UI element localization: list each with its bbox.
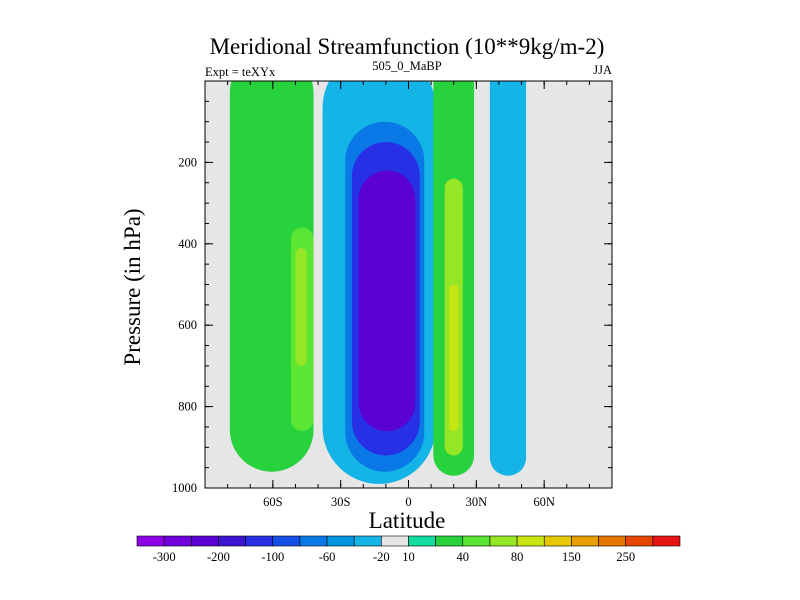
colorbar-swatch [381, 535, 409, 547]
colorbar: -300 -200 -100 -60 -20 10 40 80 150 250 [136, 535, 681, 564]
colorbar-swatch [625, 535, 654, 547]
chart-title: Meridional Streamfunction (10**9kg/m-2) [210, 34, 605, 59]
colorbar-swatch [489, 535, 518, 547]
x-tick-label: 0 [405, 495, 411, 509]
colorbar-swatch [543, 535, 572, 547]
colorbar-swatch [299, 535, 328, 547]
colorbar-label: -20 [373, 550, 390, 564]
colorbar-label: 10 [402, 550, 415, 564]
y-tick-label: 200 [178, 155, 197, 169]
colorbar-label: 250 [616, 550, 635, 564]
contour-southern-inner-core [295, 247, 307, 366]
colorbar-swatch [435, 535, 464, 547]
x-tick-label: 60N [533, 495, 555, 509]
x-tick-label: 30S [331, 495, 351, 509]
colorbar-swatch [516, 535, 545, 547]
season-label: JJA [593, 63, 612, 77]
colorbar-swatch [326, 535, 355, 547]
y-tick-label: 1000 [172, 481, 197, 495]
colorbar-swatch [163, 535, 192, 547]
colorbar-label: 80 [511, 550, 524, 564]
contour-northern-outer-cell [489, 81, 527, 476]
y-tick-label: 400 [178, 237, 197, 251]
colorbar-swatch [136, 535, 165, 547]
y-tick-label: 600 [178, 318, 197, 332]
colorbar-swatch [272, 535, 301, 547]
colorbar-swatch [353, 535, 382, 547]
colorbar-swatch [598, 535, 626, 547]
axes: 60S 30S 0 30N 60N 200 400 600 800 1000 [172, 80, 613, 509]
colorbar-swatch [571, 535, 599, 547]
x-tick-label: 60S [263, 495, 283, 509]
colorbar-swatch [462, 535, 491, 547]
colorbar-label: -200 [207, 550, 230, 564]
plot-area [205, 81, 612, 488]
colorbar-label: -60 [319, 550, 336, 564]
y-axis-label: Pressure (in hPa) [120, 208, 145, 365]
colorbar-label: 150 [562, 550, 581, 564]
colorbar-label: -100 [261, 550, 284, 564]
contour-northern-center [449, 284, 459, 432]
colorbar-swatch [652, 535, 681, 547]
colorbar-swatch [245, 535, 274, 547]
colorbar-swatch [218, 535, 246, 547]
x-tick-label: 30N [466, 495, 488, 509]
colorbar-label: 40 [457, 550, 470, 564]
y-tick-label: 800 [178, 400, 197, 414]
contour-hadley-center [358, 170, 416, 432]
colorbar-swatch [408, 535, 436, 547]
colorbar-label: -300 [153, 550, 176, 564]
colorbar-swatch [191, 535, 219, 547]
experiment-label: Expt = teXYx [205, 65, 276, 79]
run-label: 505_0_MaBP [372, 59, 442, 73]
x-axis-label: Latitude [369, 508, 446, 533]
